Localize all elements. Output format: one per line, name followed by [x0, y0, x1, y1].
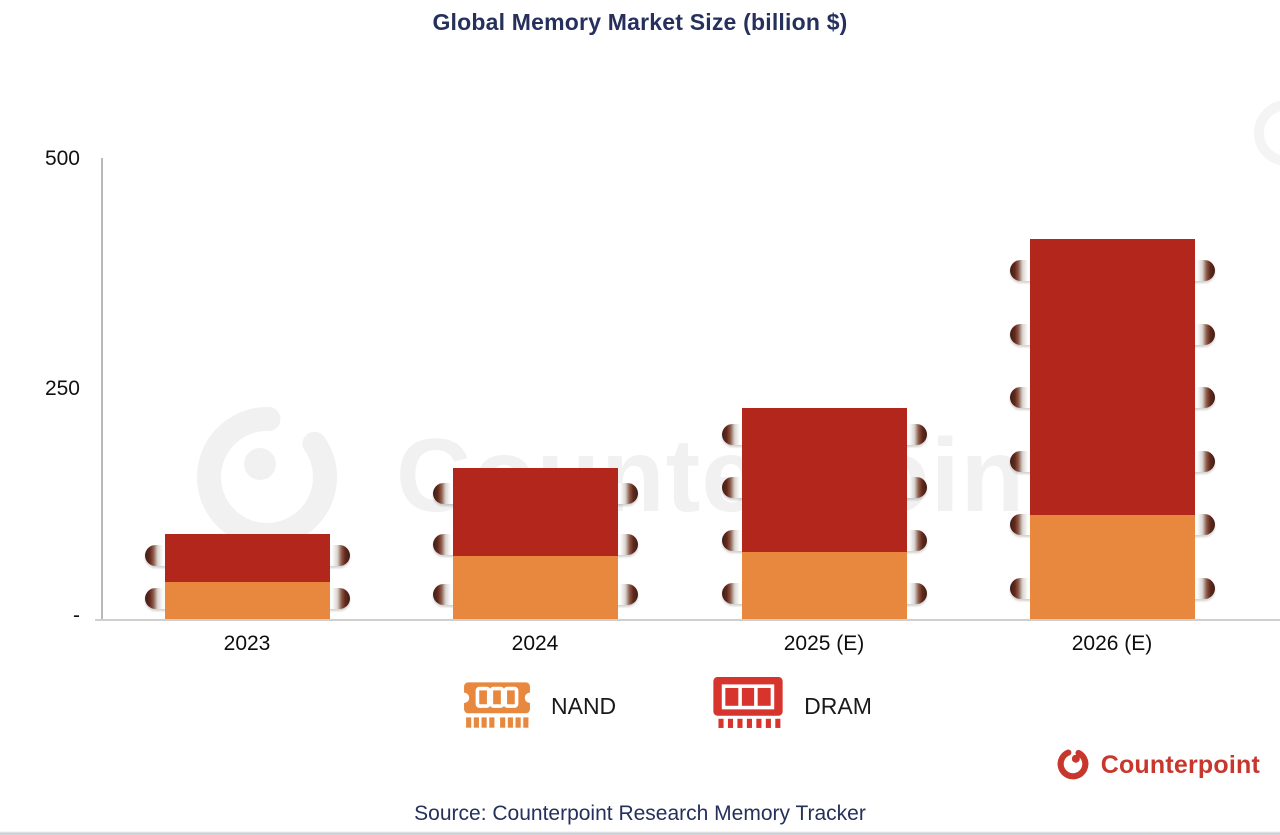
nand-chip-icon	[458, 678, 536, 735]
nand-segment	[1029, 515, 1195, 620]
stacked-bar-2025E	[741, 408, 907, 620]
counterpoint-logo-icon	[1054, 744, 1092, 787]
x-axis-label: 2026 (E)	[1071, 632, 1153, 655]
dram-segment	[1029, 239, 1195, 516]
counterpoint-watermark-logo-icon	[192, 402, 342, 557]
nand-segment	[452, 555, 618, 620]
faint-corner-circle	[1254, 100, 1280, 166]
y-tick-zero: -	[73, 604, 80, 627]
x-axis-label: 2024	[511, 632, 559, 655]
nand-segment	[741, 551, 907, 620]
nand-segment	[164, 582, 330, 620]
counterpoint-logo-text: Counterpoint	[1100, 751, 1260, 779]
dram-segment	[741, 408, 907, 552]
legend-label-nand: NAND	[551, 692, 617, 719]
x-axis-label: 2025 (E)	[783, 632, 865, 655]
dram-chip-icon	[712, 676, 784, 736]
dram-segment	[164, 533, 330, 583]
legend: NAND DRAM	[458, 676, 872, 736]
stacked-bar-2023	[164, 533, 330, 620]
counterpoint-logo: Counterpoint	[1054, 744, 1260, 787]
dram-segment	[452, 468, 618, 556]
stacked-bar-2024	[452, 468, 618, 620]
y-tick-500: 500	[44, 147, 80, 170]
bottom-edge-strip	[0, 831, 1280, 835]
legend-label-dram: DRAM	[804, 692, 872, 719]
y-tick-250: 250	[44, 377, 80, 400]
x-axis-label: 2023	[223, 632, 271, 655]
stacked-bar-2026E	[1029, 239, 1195, 620]
y-axis-line	[101, 158, 103, 620]
source-caption: Source: Counterpoint Research Memory Tra…	[414, 802, 866, 825]
chart-title: Global Memory Market Size (billion $)	[432, 9, 848, 35]
x-axis-line	[95, 619, 1280, 621]
